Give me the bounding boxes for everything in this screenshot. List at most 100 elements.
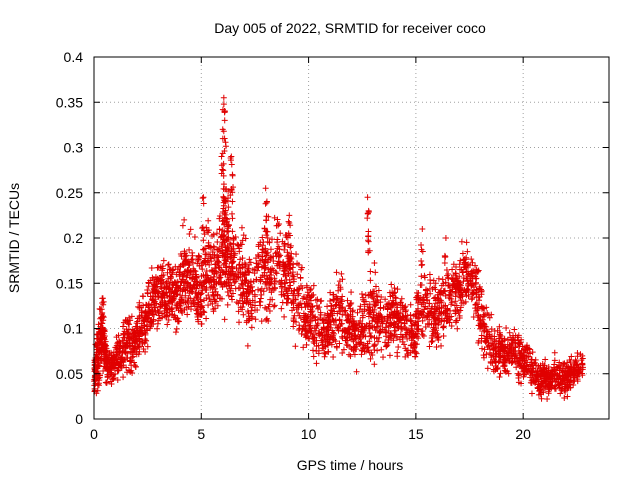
data-point — [577, 351, 584, 358]
data-point — [130, 333, 137, 340]
data-point — [472, 262, 479, 269]
data-point — [230, 245, 237, 252]
data-point — [219, 150, 226, 157]
data-point — [351, 351, 358, 358]
data-point — [391, 285, 398, 292]
data-point — [387, 315, 394, 322]
data-point — [225, 188, 232, 195]
data-point — [511, 348, 518, 355]
data-point — [173, 291, 180, 298]
data-point — [280, 259, 287, 266]
data-point — [268, 236, 275, 243]
data-point — [211, 251, 218, 258]
data-point — [179, 222, 186, 229]
data-point — [303, 341, 310, 348]
data-point — [397, 319, 404, 326]
data-point — [418, 311, 425, 318]
data-point — [228, 161, 235, 168]
data-point — [111, 355, 118, 362]
data-point — [185, 295, 192, 302]
data-point — [336, 340, 343, 347]
data-point — [224, 244, 231, 251]
data-point — [464, 272, 471, 279]
data-point — [570, 359, 577, 366]
data-point — [180, 261, 187, 268]
data-point — [288, 299, 295, 306]
data-point — [518, 380, 525, 387]
data-point — [209, 300, 216, 307]
data-point — [402, 307, 409, 314]
data-point — [210, 273, 217, 280]
data-point — [455, 308, 462, 315]
data-point — [130, 345, 137, 352]
data-point — [559, 365, 566, 372]
data-point — [449, 276, 456, 283]
data-point — [327, 297, 334, 304]
data-point — [207, 255, 214, 262]
data-point — [375, 310, 382, 317]
data-point — [220, 202, 227, 209]
data-point — [224, 216, 231, 223]
data-point — [364, 210, 371, 217]
data-point — [366, 330, 373, 337]
data-point — [275, 251, 282, 258]
data-point — [456, 273, 463, 280]
data-point — [435, 321, 442, 328]
data-point — [366, 247, 373, 254]
data-point — [229, 290, 236, 297]
data-point — [298, 330, 305, 337]
data-point — [391, 289, 398, 296]
data-point — [372, 283, 379, 290]
data-point — [368, 290, 375, 297]
data-point — [514, 334, 521, 341]
data-point — [203, 315, 210, 322]
data-point — [579, 361, 586, 368]
data-point — [285, 252, 292, 259]
data-point — [257, 278, 264, 285]
data-point — [161, 290, 168, 297]
data-point — [388, 281, 395, 288]
data-point — [205, 229, 212, 236]
data-point — [123, 364, 130, 371]
data-point — [419, 225, 426, 232]
data-point — [213, 230, 220, 237]
data-point — [447, 307, 454, 314]
data-point — [515, 371, 522, 378]
data-point — [529, 349, 536, 356]
data-point — [393, 301, 400, 308]
data-point — [478, 332, 485, 339]
data-point — [578, 357, 585, 364]
data-point — [428, 334, 435, 341]
data-point — [229, 172, 236, 179]
data-point — [380, 304, 387, 311]
data-point — [307, 308, 314, 315]
data-point — [159, 291, 166, 298]
data-point — [402, 303, 409, 310]
data-point — [496, 323, 503, 330]
data-point — [169, 299, 176, 306]
data-point — [174, 318, 181, 325]
data-point — [263, 228, 270, 235]
data-point — [129, 354, 136, 361]
data-point — [237, 284, 244, 291]
data-point — [160, 257, 167, 264]
data-point — [354, 324, 361, 331]
data-point — [506, 329, 513, 336]
data-point — [303, 282, 310, 289]
data-point — [143, 321, 150, 328]
data-point — [257, 295, 264, 302]
data-point — [182, 292, 189, 299]
data-point — [263, 279, 270, 286]
data-point — [240, 311, 247, 318]
data-point — [148, 264, 155, 271]
y-tick-labels: 0 0.05 0.1 0.15 0.2 0.25 0.3 0.35 0.4 — [56, 49, 83, 427]
data-point — [453, 302, 460, 309]
data-points — [91, 94, 586, 403]
data-point — [247, 301, 254, 308]
data-point — [509, 340, 516, 347]
data-point — [532, 380, 539, 387]
data-point — [156, 315, 163, 322]
data-point — [492, 359, 499, 366]
data-point — [172, 329, 179, 336]
data-point — [229, 296, 236, 303]
